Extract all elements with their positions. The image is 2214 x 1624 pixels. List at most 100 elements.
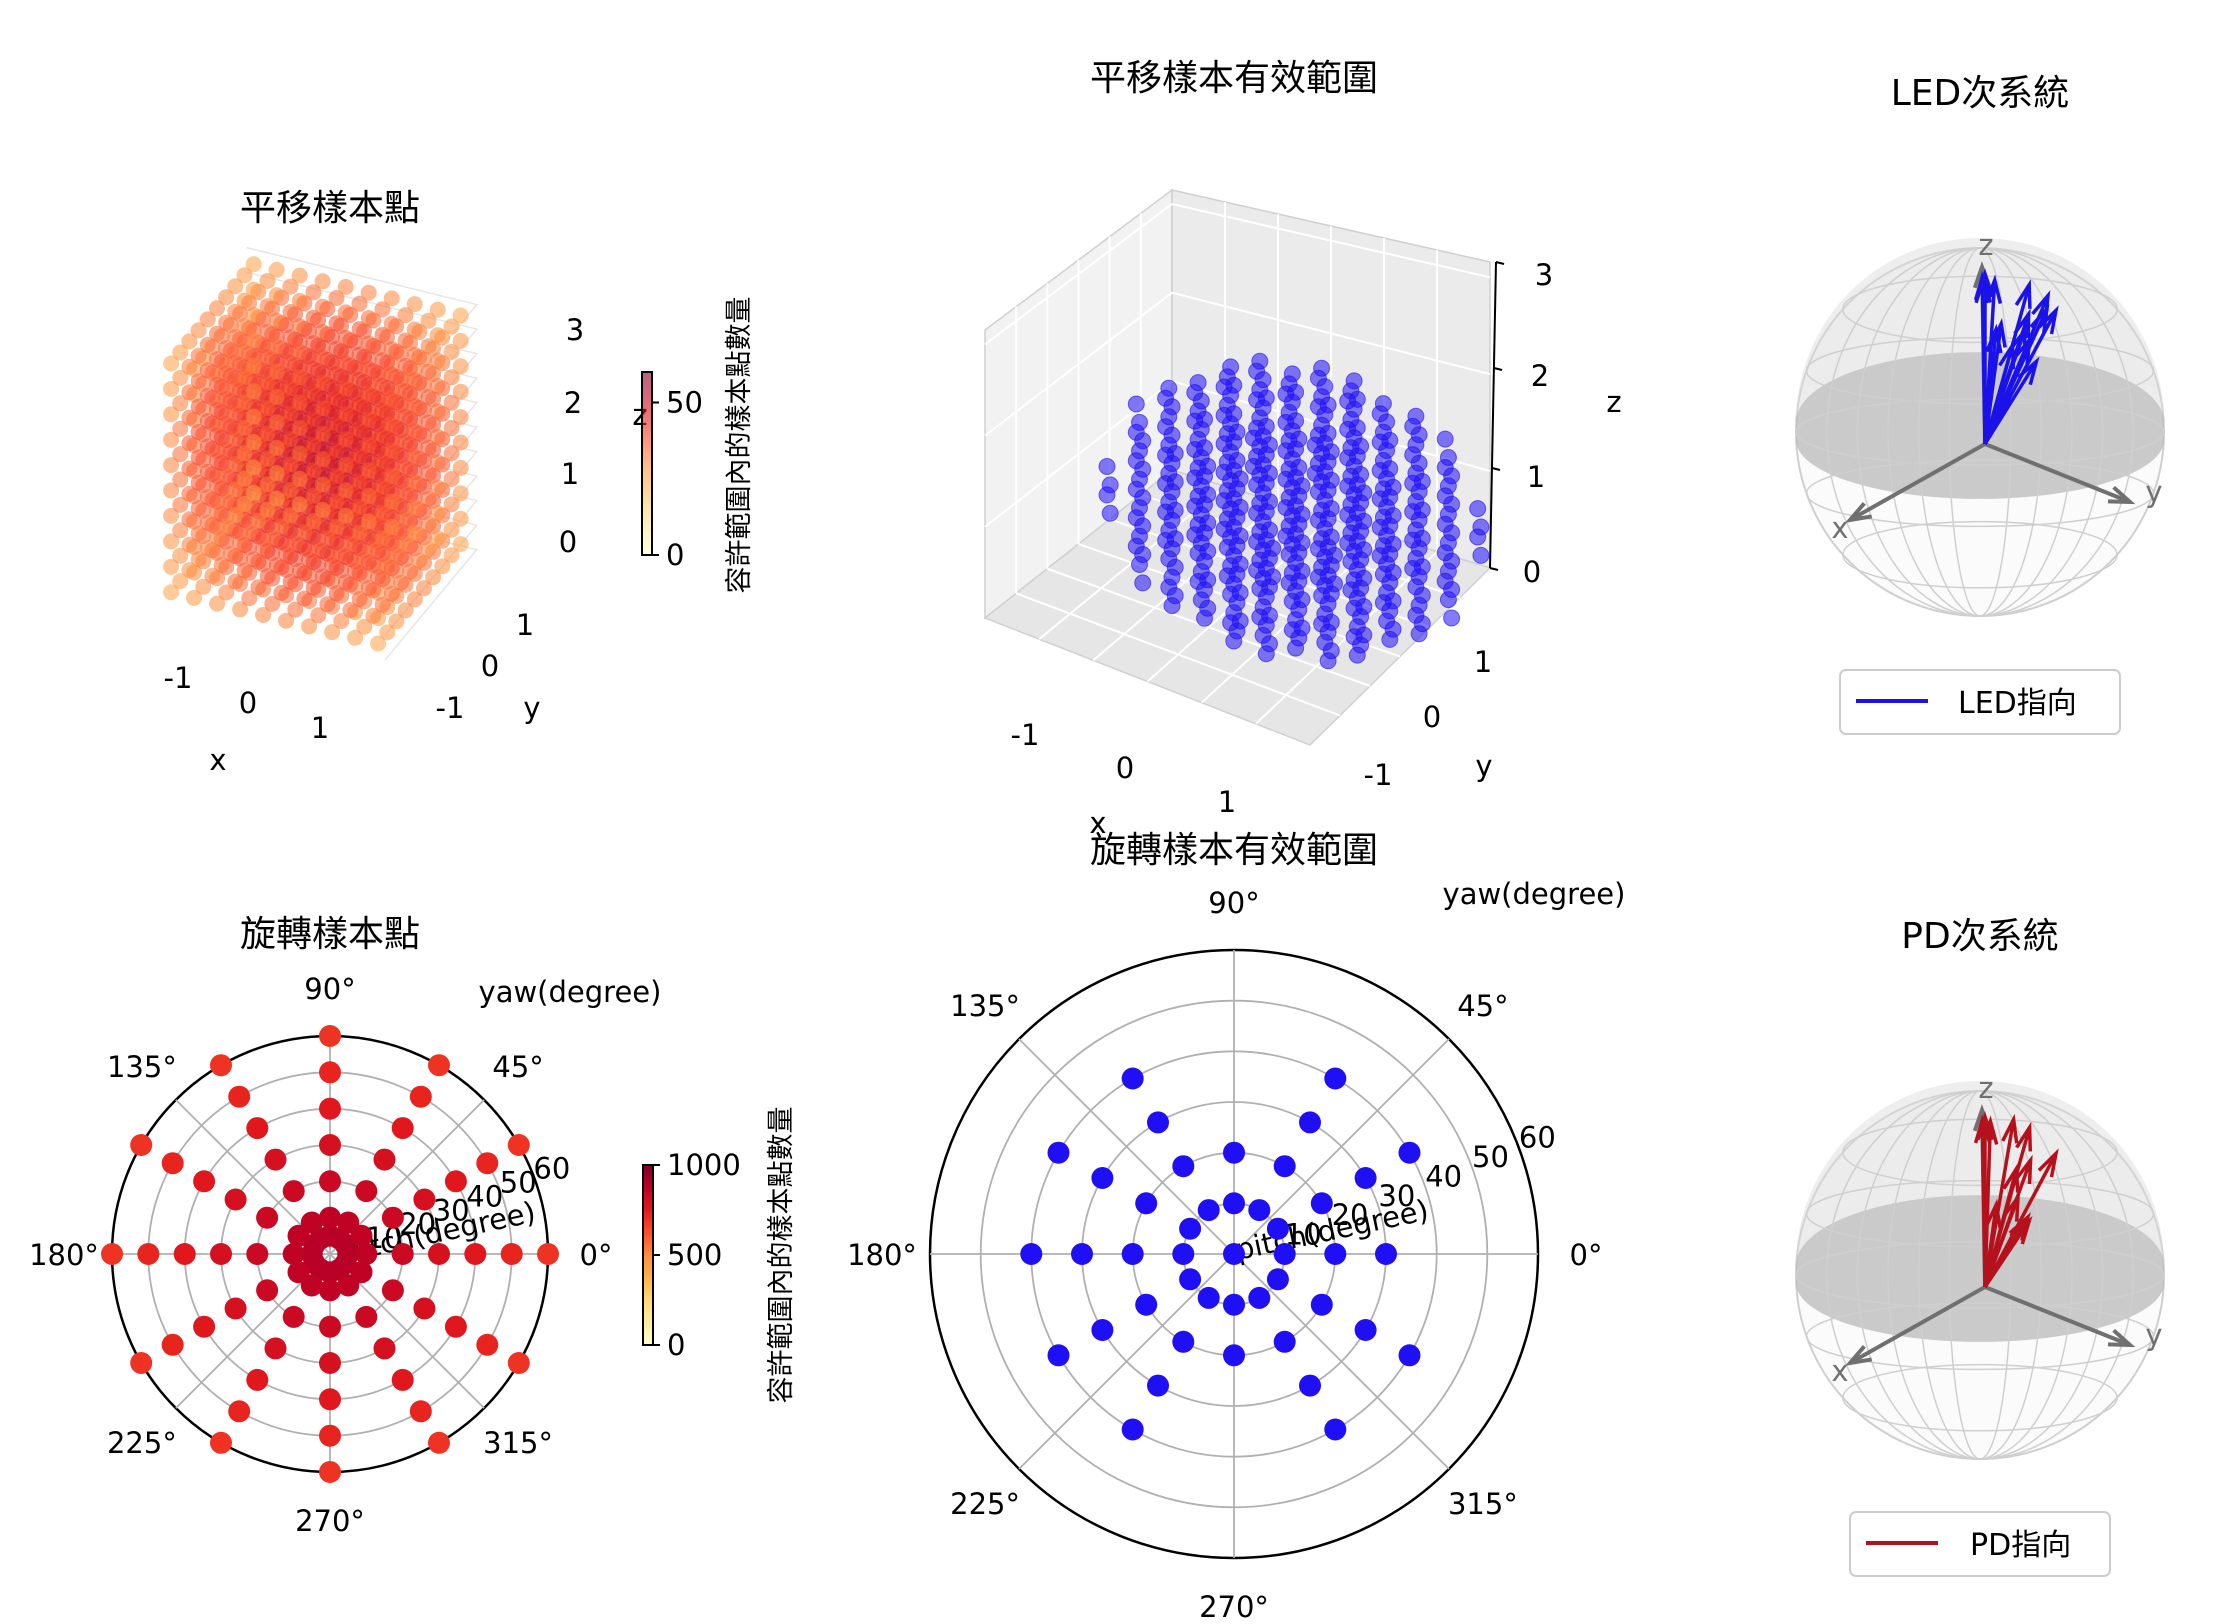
sample-point bbox=[163, 482, 180, 499]
sample-point bbox=[305, 360, 322, 377]
axis-label: x bbox=[1831, 1354, 1848, 1388]
valid-rotation-point bbox=[1273, 1243, 1296, 1265]
sample-point bbox=[305, 487, 322, 504]
valid-point bbox=[1134, 489, 1152, 507]
rotation-sample-point bbox=[130, 1134, 153, 1156]
rotation-sample-point bbox=[319, 1315, 341, 1338]
axis-label: y bbox=[2145, 475, 2162, 509]
valid-rotation-point bbox=[1179, 1268, 1202, 1291]
sample-point bbox=[209, 401, 225, 418]
sample-point bbox=[420, 490, 437, 507]
theta-tick-label: 0° bbox=[1570, 1238, 1603, 1272]
rotation-sample-point bbox=[464, 1243, 487, 1265]
sample-point bbox=[278, 612, 295, 629]
valid-point bbox=[1290, 459, 1308, 476]
z-tick-label: 0 bbox=[1523, 555, 1541, 589]
sample-point bbox=[383, 519, 400, 535]
sample-point bbox=[342, 602, 359, 618]
sample-point bbox=[190, 449, 207, 466]
sample-point bbox=[190, 474, 207, 491]
r-tick-label: 50 bbox=[1472, 1140, 1509, 1174]
sample-point bbox=[429, 530, 446, 547]
sample-point bbox=[383, 468, 400, 485]
rotation-sample-point bbox=[500, 1243, 523, 1265]
axis-label: z bbox=[1978, 1071, 1993, 1105]
sample-point bbox=[268, 414, 285, 431]
sample-point bbox=[406, 524, 423, 541]
sample-point bbox=[163, 507, 180, 524]
pointing-vector bbox=[1983, 1216, 2030, 1288]
valid-point bbox=[1231, 555, 1249, 573]
sample-point bbox=[232, 601, 249, 618]
vector-arrowhead bbox=[2001, 1113, 2019, 1144]
y-axis-label: y bbox=[1475, 749, 1492, 783]
sample-point bbox=[282, 278, 299, 295]
rotation-sample-point bbox=[381, 1206, 404, 1229]
sample-point bbox=[383, 493, 400, 510]
sample-point bbox=[397, 510, 414, 527]
valid-point bbox=[1345, 372, 1363, 390]
valid-point bbox=[1163, 398, 1181, 416]
sample-point bbox=[305, 411, 322, 428]
sample-point bbox=[443, 318, 460, 335]
sample-point bbox=[245, 357, 262, 374]
parallel bbox=[1805, 1302, 2155, 1371]
sample-point bbox=[250, 579, 267, 596]
valid-point bbox=[1231, 470, 1249, 488]
valid-rotation-point bbox=[1248, 1199, 1271, 1222]
sample-point bbox=[342, 535, 359, 552]
valid-point bbox=[1355, 484, 1373, 502]
valid-point bbox=[1290, 430, 1308, 448]
sample-point bbox=[420, 465, 437, 482]
sample-point bbox=[287, 535, 304, 551]
sample-point bbox=[199, 489, 216, 506]
y-axis-label: y bbox=[523, 691, 540, 725]
r-tick-label: 20 bbox=[399, 1207, 436, 1241]
valid-rotation-point bbox=[1266, 1268, 1289, 1291]
valid-point bbox=[1413, 529, 1431, 547]
sample-point bbox=[282, 304, 299, 320]
valid-point bbox=[1101, 504, 1119, 522]
theta-tick-label: 180° bbox=[847, 1238, 917, 1272]
valid-point bbox=[1410, 426, 1428, 444]
sample-point bbox=[181, 485, 198, 502]
valid-point bbox=[1131, 413, 1148, 431]
sample-point bbox=[328, 391, 345, 408]
sample-point bbox=[337, 482, 354, 499]
sample-point bbox=[337, 431, 354, 448]
rotation-sample-point bbox=[355, 1180, 378, 1203]
valid-point bbox=[1413, 558, 1431, 576]
sample-point bbox=[218, 340, 235, 357]
sample-point bbox=[181, 511, 198, 528]
sample-point bbox=[429, 352, 446, 369]
sample-point bbox=[452, 332, 469, 349]
sample-point bbox=[365, 541, 382, 558]
sample-point bbox=[296, 524, 313, 540]
valid-point bbox=[1384, 535, 1402, 553]
valid-point bbox=[1472, 546, 1490, 564]
colorbar-tick-label: 1000 bbox=[667, 1148, 741, 1182]
valid-point bbox=[1293, 534, 1311, 552]
valid-rotation-point bbox=[1273, 1155, 1296, 1178]
axis-arrowhead bbox=[1844, 1344, 1873, 1366]
rotation-sample-point bbox=[319, 1025, 341, 1047]
sample-point bbox=[199, 540, 216, 556]
rotation-samples-title: 旋轉樣本點 bbox=[240, 914, 420, 955]
rotation-sample-point bbox=[428, 1431, 450, 1454]
valid-rotation-point bbox=[1398, 1344, 1421, 1367]
sample-point bbox=[397, 383, 414, 400]
theta-tick-label: 270° bbox=[295, 1504, 365, 1538]
sample-point bbox=[204, 567, 221, 584]
angular-grid-line bbox=[1018, 1038, 1235, 1255]
sample-point bbox=[259, 476, 276, 493]
sample-point bbox=[236, 419, 253, 436]
valid-rotation-point bbox=[1179, 1217, 1202, 1240]
sample-point bbox=[337, 574, 354, 591]
sample-point bbox=[181, 460, 198, 477]
sample-point bbox=[259, 374, 276, 391]
sample-point bbox=[227, 456, 244, 473]
sample-point bbox=[250, 512, 267, 529]
sample-point bbox=[209, 529, 225, 545]
y-tick-label: 1 bbox=[516, 608, 534, 642]
sample-point bbox=[347, 563, 363, 580]
